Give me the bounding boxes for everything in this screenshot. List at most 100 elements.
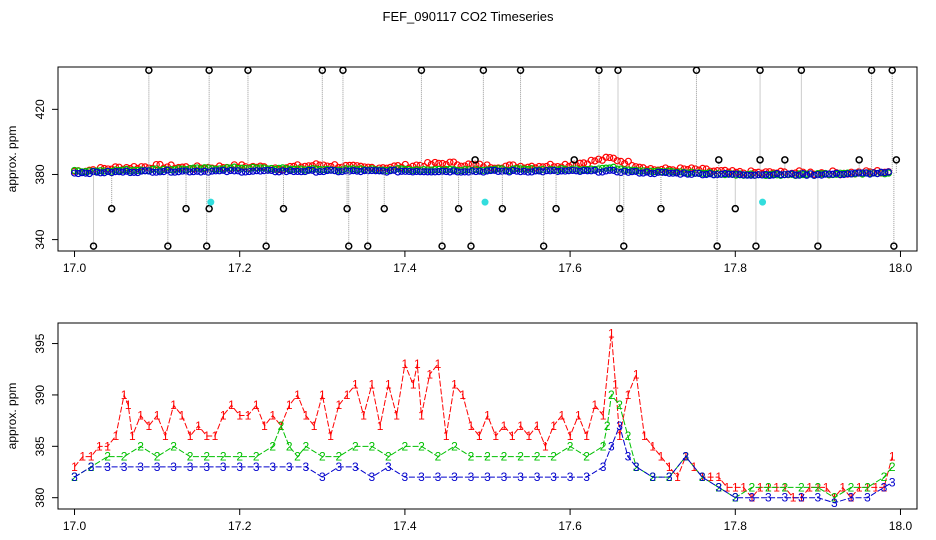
panel-top: 17.0 17.2 17.4 17.6 17.8 18.0 340 380 420 approx.…	[5, 66, 918, 275]
series-3-point	[721, 169, 729, 178]
series-1-marker: 1	[641, 429, 648, 443]
series-3-point	[754, 171, 763, 179]
series-3-point	[334, 168, 343, 176]
series-1-point	[431, 158, 439, 167]
series-3-point	[145, 167, 153, 175]
series-3-marker: 3	[451, 470, 458, 484]
series-3-point	[253, 167, 261, 175]
series-3-point	[219, 166, 227, 174]
series-1-marker: 1	[806, 480, 813, 494]
series-3-marker: 3	[236, 460, 243, 474]
outlier-point	[516, 66, 525, 75]
series-3-point	[684, 170, 692, 178]
outlier-point	[471, 156, 479, 164]
series-2-marker: 2	[402, 439, 409, 453]
series-3-point	[412, 167, 421, 176]
series-2-point	[282, 165, 290, 173]
series-3-marker: 3	[88, 460, 95, 474]
outlier-point	[570, 156, 578, 164]
series-1-point	[238, 161, 246, 169]
y-tick-label: 340	[33, 229, 47, 249]
series-1-marker: 1	[302, 408, 309, 422]
series-3-point	[513, 167, 521, 175]
series-1-marker: 1	[534, 419, 541, 433]
series-3-point	[632, 167, 640, 175]
series-3-point	[111, 168, 120, 176]
series-3-point	[438, 167, 447, 175]
series-3-point	[635, 169, 644, 177]
series-3-point	[308, 166, 316, 174]
outlier-point	[343, 204, 351, 213]
series-3-marker: 3	[600, 460, 607, 474]
series-3-point	[557, 167, 566, 175]
series-1-marker: 1	[616, 429, 623, 443]
series-3-marker: 3	[782, 491, 789, 505]
series-3-point	[178, 167, 186, 175]
series-2-marker: 2	[748, 480, 755, 494]
outlier-point	[339, 66, 347, 75]
series-3-point	[446, 168, 454, 176]
series-3-point	[319, 167, 328, 176]
series-3-point	[598, 168, 606, 176]
x-tick-label: 17.2	[228, 261, 252, 275]
series-3-point	[160, 168, 168, 176]
series-3-point	[78, 169, 86, 177]
series-1-marker: 1	[625, 388, 632, 402]
series-2-marker: 2	[170, 439, 177, 453]
series-3-marker: 3	[608, 439, 615, 453]
series-3-point	[844, 170, 852, 178]
series-2-marker: 2	[154, 450, 161, 464]
series-3-point	[212, 167, 220, 175]
series-3-point	[840, 170, 848, 179]
series-3-point	[267, 166, 276, 175]
series-1-marker: 1	[612, 378, 619, 392]
outlier-point	[182, 204, 190, 213]
series-3-point	[725, 170, 733, 178]
series-2-marker: 2	[583, 450, 590, 464]
series-3-point	[353, 167, 361, 175]
series-3-marker: 3	[534, 470, 541, 484]
series-3-marker: 3	[104, 460, 111, 474]
series-3-point	[702, 170, 710, 179]
series-1-point	[747, 167, 755, 175]
series-1-point	[632, 163, 640, 171]
series-3-point	[70, 169, 79, 177]
series-3-point	[409, 168, 417, 176]
series-3-marker: 3	[435, 470, 442, 484]
series-1-point	[576, 159, 584, 167]
series-1-marker: 1	[253, 398, 260, 412]
outlier-point	[202, 242, 211, 250]
series-2-marker: 2	[286, 439, 293, 453]
outlier-point	[107, 204, 116, 213]
x-tick-label: 17.6	[558, 261, 582, 275]
outlier-point	[164, 242, 172, 250]
series-2-marker: 2	[278, 419, 285, 433]
series-3-point	[390, 166, 398, 174]
series-3-point	[791, 171, 800, 179]
series-3-point	[230, 167, 238, 175]
series-3-marker: 3	[517, 470, 524, 484]
series-3-point	[394, 168, 402, 176]
series-3-point	[286, 167, 294, 175]
series-1-point	[624, 157, 632, 165]
series-3-point	[561, 167, 569, 175]
series-1-marker: 1	[558, 408, 565, 422]
series-2-marker: 2	[881, 470, 888, 484]
outlier-point	[498, 204, 507, 213]
series-3-point	[762, 170, 770, 178]
series-2-point	[290, 165, 298, 173]
series-1-marker: 1	[195, 419, 202, 433]
x-tick-label: 17.4	[393, 519, 417, 533]
series-2-marker: 2	[633, 460, 640, 474]
series-3-point	[156, 168, 164, 176]
series-3-point	[669, 169, 677, 177]
series-3-point	[643, 168, 651, 176]
series-1-point	[791, 169, 800, 177]
series-3-marker: 3	[748, 491, 755, 505]
plot-frame	[57, 322, 918, 510]
series-3-point	[799, 169, 807, 178]
series-3-point	[531, 167, 540, 175]
series-2-point	[357, 165, 365, 173]
series-3-point	[100, 169, 108, 177]
series-3-marker: 3	[121, 460, 128, 474]
